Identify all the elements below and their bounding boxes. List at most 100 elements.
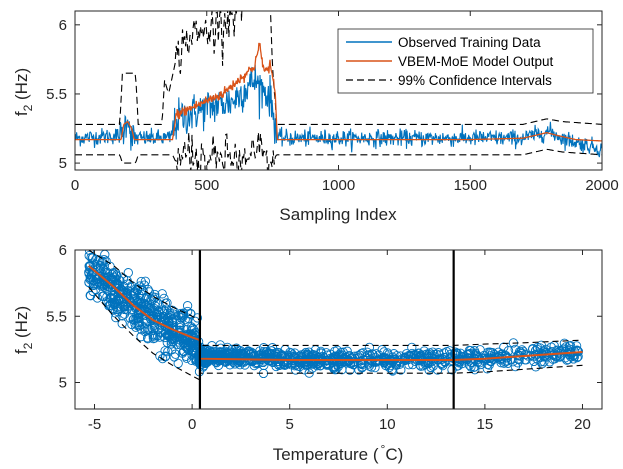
scatter-point xyxy=(148,329,158,340)
bottom-xtick-label: 5 xyxy=(286,416,294,433)
scatter-point xyxy=(84,250,94,261)
scatter-point xyxy=(497,351,507,361)
scatter-point xyxy=(117,318,127,329)
scatter-point xyxy=(92,293,103,303)
scatter-point xyxy=(316,352,326,362)
scatter-point xyxy=(148,313,158,324)
bottom-y-label-main: f xyxy=(12,349,31,354)
scatter-point xyxy=(181,351,191,361)
top-series-ci-lower xyxy=(75,132,602,170)
bottom-xtick-label: -5 xyxy=(88,416,101,433)
top-series-group xyxy=(75,11,602,170)
scatter-point xyxy=(113,295,124,306)
scatter-point xyxy=(198,351,208,361)
scatter-point xyxy=(299,349,309,359)
scatter-point xyxy=(536,357,546,367)
scatter-point xyxy=(442,347,452,357)
scatter-point xyxy=(431,349,441,359)
scatter-point xyxy=(170,332,180,342)
top-y-label-rest: (Hz) xyxy=(12,68,31,105)
top-series-model xyxy=(75,42,602,142)
scatter-point xyxy=(133,297,143,307)
top-x-axis-label: Sampling Index xyxy=(279,205,397,224)
scatter-point xyxy=(364,342,375,353)
scatter-point xyxy=(529,356,539,367)
bottom-ytick-label: 6 xyxy=(59,242,67,259)
scatter-point xyxy=(130,284,141,294)
top-ytick-label: 5 xyxy=(59,155,67,172)
scatter-point xyxy=(213,360,224,371)
top-xtick-label: 1000 xyxy=(322,177,355,194)
scatter-point xyxy=(155,351,165,361)
top-y-label-main: f xyxy=(12,111,31,116)
scatter-point xyxy=(157,353,168,364)
top-plot: 0 500 1000 1500 2000 5 5.5 6 Sampling Index f2 … xyxy=(12,10,619,224)
top-y-label-sub: 2 xyxy=(21,104,35,111)
scatter-point xyxy=(546,342,556,352)
top-ytick-label: 6 xyxy=(59,17,67,34)
legend-box xyxy=(337,28,594,94)
top-xtick-label: 1500 xyxy=(454,177,487,194)
scatter-point xyxy=(86,274,96,284)
bottom-xtick-label: 0 xyxy=(188,416,196,433)
scatter-point xyxy=(572,352,582,363)
scatter-point xyxy=(258,357,268,368)
scatter-point xyxy=(150,301,160,311)
scatter-point xyxy=(249,360,259,371)
scatter-point xyxy=(391,357,401,367)
bottom-x-label-rest: C) xyxy=(385,445,403,464)
scatter-point xyxy=(264,348,274,358)
scatter-point xyxy=(371,349,381,359)
top-xtick-label: 500 xyxy=(194,177,219,194)
scatter-point xyxy=(234,356,245,367)
scatter-point xyxy=(517,345,527,355)
scatter-point xyxy=(85,291,96,301)
scatter-point xyxy=(426,362,436,373)
bottom-ytick-label: 5 xyxy=(59,375,67,392)
scatter-point xyxy=(308,349,319,360)
scatter-point xyxy=(555,346,565,356)
scatter-point xyxy=(520,349,530,360)
scatter-point xyxy=(262,349,273,359)
bottom-plot-frame xyxy=(74,249,603,410)
scatter-point xyxy=(100,265,110,276)
scatter-point xyxy=(105,300,116,310)
scatter-point xyxy=(486,356,496,366)
scatter-point xyxy=(561,346,571,357)
bottom-plot-ticks: -5 0 5 10 15 20 5 5.5 6 xyxy=(46,242,602,433)
scatter-point xyxy=(510,361,521,372)
scatter-point xyxy=(239,357,249,367)
scatter-point xyxy=(484,360,494,370)
scatter-point xyxy=(241,355,251,366)
scatter-point xyxy=(304,347,314,357)
scatter-point xyxy=(136,331,146,342)
scatter-point xyxy=(331,364,341,375)
scatter-point xyxy=(108,269,119,279)
scatter-point xyxy=(387,365,397,375)
scatter-point xyxy=(98,275,109,285)
scatter-point xyxy=(152,331,163,341)
top-y-axis-label: f2 (Hz) xyxy=(12,68,35,116)
scatter-point xyxy=(280,360,290,370)
scatter-point xyxy=(213,353,224,363)
top-xtick-label: 2000 xyxy=(585,177,618,194)
bottom-xtick-label: 20 xyxy=(574,416,591,433)
scatter-point xyxy=(528,344,538,354)
scatter-point xyxy=(114,275,124,285)
scatter-point xyxy=(440,357,450,367)
scatter-point xyxy=(362,347,372,357)
scatter-point xyxy=(370,352,381,363)
scatter-point xyxy=(160,298,171,308)
scatter-point xyxy=(91,255,101,265)
scatter-point xyxy=(135,298,146,309)
scatter-point xyxy=(513,354,524,364)
scatter-point xyxy=(532,342,543,353)
scatter-point xyxy=(464,345,475,356)
scatter-point xyxy=(413,348,424,358)
scatter-point xyxy=(130,318,140,329)
top-series-ci-upper xyxy=(75,11,602,125)
scatter-point xyxy=(139,280,149,290)
scatter-point xyxy=(108,303,118,313)
scatter-point xyxy=(102,267,112,277)
scatter-point xyxy=(400,352,410,363)
